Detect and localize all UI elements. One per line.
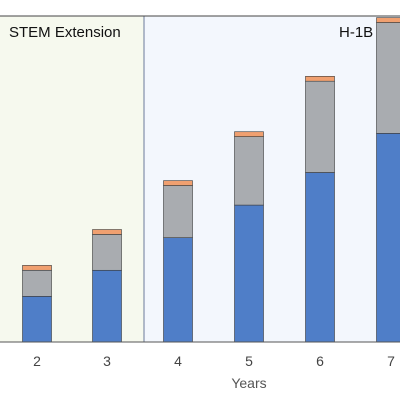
x-tick-label-3: 3: [103, 353, 111, 369]
bar-2-cap: [22, 265, 52, 271]
x-tick-label-4: 4: [174, 353, 182, 369]
bar-6-cap: [305, 76, 335, 82]
x-tick-label-2: 2: [33, 353, 41, 369]
bar-6-secondary: [305, 80, 335, 173]
bar-5-primary: [234, 204, 264, 343]
x-tick-label-6: 6: [316, 353, 324, 369]
bars-group: [22, 17, 400, 343]
bar-3-secondary: [92, 234, 122, 271]
bar-7-primary: [376, 133, 400, 343]
bar-7-secondary: [376, 22, 400, 134]
region-label-h1b: H-1B: [339, 24, 373, 41]
bar-5-secondary: [234, 136, 264, 206]
x-axis-title: Years: [231, 375, 266, 391]
x-tick-label-7: 7: [387, 353, 395, 369]
stem-extension-region: [0, 16, 144, 342]
bar-4-primary: [163, 237, 193, 343]
region-label-stem-extension: STEM Extension: [9, 24, 121, 41]
bar-2-secondary: [22, 269, 52, 297]
x-tick-label-5: 5: [245, 353, 253, 369]
bar-5-cap: [234, 131, 264, 137]
bar-4-cap: [163, 180, 193, 186]
bar-4-secondary: [163, 185, 193, 238]
bar-6-primary: [305, 172, 335, 343]
bar-3-cap: [92, 229, 122, 235]
bar-2-primary: [22, 296, 52, 343]
bar-3-primary: [92, 269, 122, 343]
bar-7-cap: [376, 17, 400, 23]
